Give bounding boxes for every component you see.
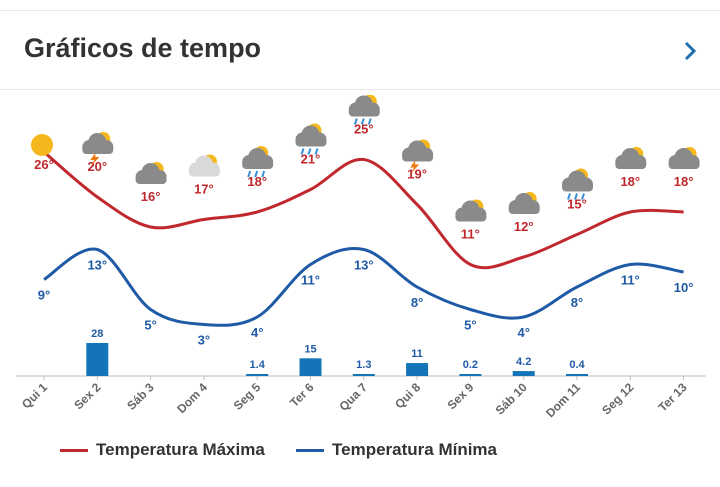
temp-label-min-6: 13° bbox=[354, 258, 374, 273]
temp-label-min-0: 9° bbox=[38, 288, 50, 303]
precip-label-5: 15 bbox=[304, 343, 316, 355]
series-line-min bbox=[43, 247, 684, 327]
x-tick-label-8: Sex 9 bbox=[444, 380, 476, 412]
sun-icon bbox=[31, 134, 53, 156]
legend-swatch-min bbox=[296, 448, 324, 452]
temp-label-min-12: 10° bbox=[674, 280, 694, 295]
storm-icon bbox=[402, 139, 434, 174]
series-line-max bbox=[43, 150, 684, 270]
cloud-sun-icon bbox=[615, 147, 647, 169]
card-header: Gráficos de tempo bbox=[0, 10, 720, 90]
temp-label-min-7: 8° bbox=[411, 295, 423, 310]
partly-cloudy-icon bbox=[188, 154, 220, 177]
temp-label-max-4: 18° bbox=[247, 174, 267, 189]
temp-label-max-7: 19° bbox=[407, 167, 427, 182]
x-tick-label-9: Sáb 10 bbox=[493, 380, 530, 417]
rain-icon bbox=[295, 123, 327, 155]
chart-legend: Temperatura Máxima Temperatura Mínima bbox=[0, 440, 720, 464]
precip-label-8: 0.2 bbox=[463, 359, 478, 371]
cloud-sun-icon bbox=[135, 162, 167, 184]
storm-icon bbox=[82, 132, 114, 166]
legend-item-max: Temperatura Máxima bbox=[60, 440, 265, 460]
precip-bar-6 bbox=[352, 374, 375, 376]
cloud-sun-icon bbox=[455, 199, 487, 222]
temp-label-max-12: 18° bbox=[674, 174, 694, 189]
x-tick-label-6: Qua 7 bbox=[336, 380, 370, 414]
precip-label-1: 28 bbox=[91, 328, 103, 340]
x-tick-label-2: Sáb 3 bbox=[124, 380, 157, 413]
legend-item-min: Temperatura Mínima bbox=[296, 440, 497, 460]
temp-label-max-9: 12° bbox=[514, 219, 534, 234]
sun-rain-icon bbox=[348, 95, 380, 125]
precip-bar-5 bbox=[299, 358, 322, 376]
x-tick-label-10: Dom 11 bbox=[543, 380, 583, 420]
precip-bar-7 bbox=[406, 363, 429, 376]
temp-label-max-11: 18° bbox=[620, 174, 640, 189]
cloud-sun-icon bbox=[508, 192, 540, 214]
temp-label-min-1: 13° bbox=[87, 258, 107, 273]
precip-bar-1 bbox=[86, 343, 109, 376]
cloud-sun-icon bbox=[668, 147, 700, 169]
temp-label-min-3: 3° bbox=[198, 333, 210, 348]
legend-label-max: Temperatura Máxima bbox=[96, 440, 265, 459]
temp-label-max-3: 17° bbox=[194, 182, 214, 197]
temp-label-min-9: 4° bbox=[517, 325, 529, 340]
temp-label-max-0: 26° bbox=[34, 157, 54, 172]
temp-label-min-2: 5° bbox=[144, 318, 156, 333]
precip-bar-8 bbox=[459, 374, 482, 376]
temp-label-max-6: 25° bbox=[354, 122, 374, 137]
x-tick-label-3: Dom 4 bbox=[174, 380, 210, 416]
precip-bar-9 bbox=[512, 371, 535, 376]
temp-label-min-4: 4° bbox=[251, 325, 263, 340]
temp-label-min-11: 11° bbox=[621, 273, 640, 288]
precip-label-6: 1.3 bbox=[356, 359, 371, 371]
temp-label-max-2: 16° bbox=[141, 189, 161, 204]
precip-bar-10 bbox=[566, 374, 588, 376]
x-tick-label-0: Qui 1 bbox=[19, 380, 50, 411]
precip-label-9: 4.2 bbox=[516, 356, 531, 368]
x-tick-label-11: Seg 12 bbox=[599, 380, 636, 417]
legend-label-min: Temperatura Mínima bbox=[332, 440, 498, 459]
temp-label-max-1: 20° bbox=[87, 159, 107, 174]
rain-icon bbox=[562, 168, 593, 200]
chevron-right-icon[interactable] bbox=[682, 41, 698, 61]
precip-bar-4 bbox=[246, 374, 269, 376]
x-tick-label-4: Seg 5 bbox=[231, 380, 264, 413]
temp-label-min-5: 11° bbox=[301, 273, 320, 288]
precip-label-10: 0.4 bbox=[569, 359, 585, 371]
x-tick-label-12: Ter 13 bbox=[655, 380, 690, 415]
temp-label-max-10: 15° bbox=[567, 197, 587, 212]
rain-icon bbox=[242, 146, 274, 178]
temp-label-max-8: 11° bbox=[461, 227, 480, 242]
x-tick-label-1: Sex 2 bbox=[71, 380, 103, 412]
precip-label-7: 11 bbox=[411, 348, 423, 360]
temp-label-min-8: 5° bbox=[464, 318, 476, 333]
x-tick-label-5: Ter 6 bbox=[287, 380, 317, 410]
precip-label-4: 1.4 bbox=[250, 359, 266, 371]
page-title: Gráficos de tempo bbox=[24, 33, 262, 63]
temp-label-min-10: 8° bbox=[571, 295, 583, 310]
weather-chart: 28 1.4 15 1.3 11 0.2 4.2 0.4 26° 20° 16° 17° 18° 21° 2… bbox=[16, 95, 706, 420]
temp-label-max-5: 21° bbox=[301, 152, 321, 167]
legend-swatch-max bbox=[60, 448, 88, 452]
x-tick-label-7: Qui 8 bbox=[392, 380, 423, 411]
